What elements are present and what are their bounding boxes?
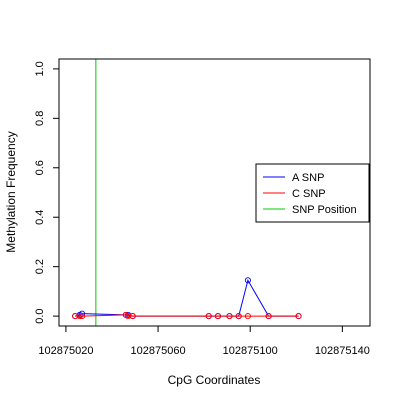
series-line-c-snp: [75, 314, 299, 317]
data-point-c-snp: [214, 313, 222, 320]
x-tick-label: 102875100: [223, 345, 278, 357]
x-tick-label: 102875140: [315, 345, 370, 357]
x-tick-label: 102875060: [131, 345, 186, 357]
series-line-a-snp: [74, 278, 299, 317]
data-point-c-snp: [235, 313, 242, 320]
legend: A SNP C SNP SNP Position: [255, 163, 370, 223]
y-tick-label: 0.4: [34, 210, 46, 225]
data-point-c-snp: [244, 313, 251, 320]
x-tick-label: 102875020: [38, 345, 93, 357]
legend-label-a-snp: A SNP: [292, 172, 324, 184]
axes-layer: 102875020 102875060 102875100 102875140 0.0 0…: [34, 61, 370, 357]
y-tick-label: 0.2: [34, 259, 46, 274]
x-axis-label: CpG Coordinates: [168, 373, 261, 387]
y-tick-label: 0.6: [34, 160, 46, 175]
data-point-c-snp: [226, 313, 233, 320]
data-point-a-snp: [244, 277, 251, 284]
data-point-c-snp: [78, 313, 86, 320]
data-point-c-snp: [295, 313, 302, 320]
y-tick-label: 0.0: [34, 308, 46, 323]
plot-layer: [72, 59, 302, 326]
data-point-c-snp: [129, 313, 136, 320]
data-point-c-snp: [265, 313, 272, 320]
data-point-c-snp: [72, 313, 79, 320]
data-point-c-snp: [76, 313, 83, 320]
y-tick-label: 1.0: [34, 61, 46, 76]
y-tick-label: 0.8: [34, 111, 46, 126]
data-point-c-snp: [205, 313, 212, 320]
y-axis-label: Methylation Frequency: [4, 131, 18, 252]
legend-label-snp-position: SNP Position: [292, 204, 357, 216]
legend-label-c-snp: C SNP: [292, 188, 326, 200]
data-point-c-snp: [125, 313, 132, 320]
